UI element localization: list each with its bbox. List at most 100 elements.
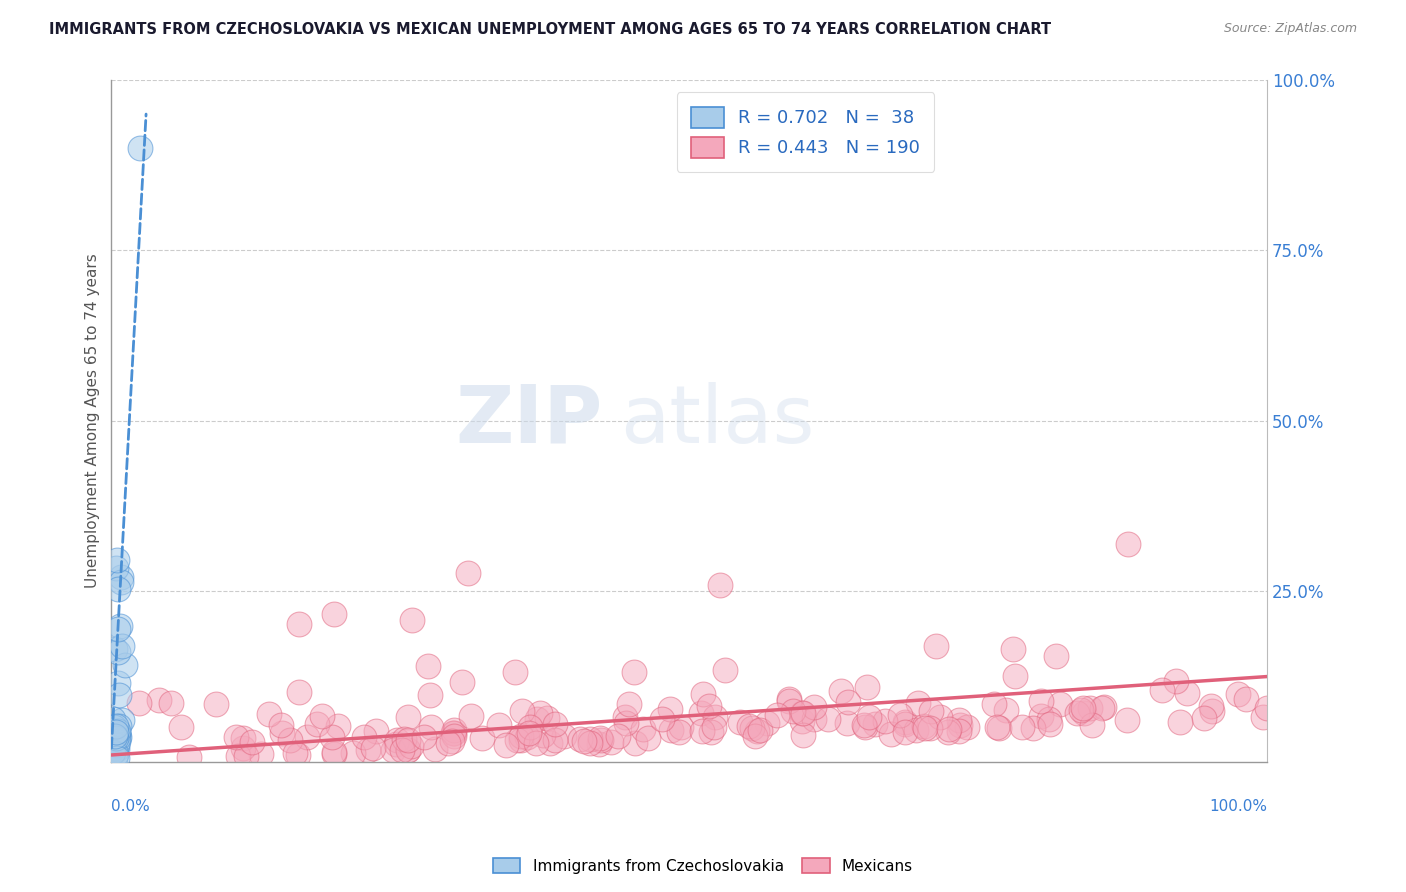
Point: [110, 570, 132, 584]
Point: [128, 696, 150, 710]
Point: [983, 697, 1005, 711]
Point: [856, 680, 879, 694]
Point: [107, 730, 129, 744]
Point: [488, 718, 510, 732]
Point: [104, 729, 127, 743]
Point: [835, 716, 858, 731]
Point: [103, 712, 125, 726]
Point: [1166, 674, 1188, 689]
Point: [105, 738, 128, 752]
Point: [225, 731, 247, 745]
Point: [624, 736, 647, 750]
Point: [690, 724, 713, 739]
Point: [1080, 718, 1102, 732]
Point: [703, 720, 725, 734]
Point: [1091, 701, 1114, 715]
Point: [385, 737, 408, 751]
Point: [107, 727, 129, 741]
Point: [242, 735, 264, 749]
Point: [553, 729, 575, 743]
Text: 100.0%: 100.0%: [1209, 799, 1267, 814]
Text: atlas: atlas: [620, 382, 814, 460]
Point: [1066, 706, 1088, 721]
Point: [1078, 701, 1101, 715]
Point: [858, 709, 880, 723]
Point: [894, 715, 917, 730]
Point: [107, 734, 129, 748]
Point: [519, 720, 541, 734]
Point: [107, 731, 129, 745]
Point: [107, 688, 129, 702]
Point: [271, 725, 294, 739]
Point: [177, 750, 200, 764]
Point: [105, 553, 128, 567]
Point: [697, 698, 720, 713]
Point: [531, 728, 554, 742]
Point: [471, 731, 494, 745]
Point: [305, 716, 328, 731]
Point: [651, 712, 673, 726]
Point: [110, 574, 132, 589]
Point: [880, 727, 903, 741]
Point: [287, 617, 309, 632]
Point: [1199, 698, 1222, 713]
Point: [361, 741, 384, 756]
Point: [416, 659, 439, 673]
Point: [103, 720, 125, 734]
Point: [392, 731, 415, 746]
Point: [287, 747, 309, 762]
Text: Source: ZipAtlas.com: Source: ZipAtlas.com: [1223, 22, 1357, 36]
Point: [529, 706, 551, 721]
Point: [288, 684, 311, 698]
Point: [235, 748, 257, 763]
Point: [1039, 717, 1062, 731]
Point: [536, 711, 558, 725]
Point: [107, 723, 129, 738]
Point: [714, 664, 737, 678]
Point: [526, 712, 548, 726]
Point: [105, 747, 128, 761]
Point: [588, 737, 610, 751]
Point: [1226, 687, 1249, 701]
Y-axis label: Unemployment Among Ages 65 to 74 years: Unemployment Among Ages 65 to 74 years: [86, 253, 100, 588]
Point: [232, 731, 254, 746]
Point: [159, 696, 181, 710]
Point: [631, 722, 654, 736]
Point: [270, 717, 292, 731]
Point: [669, 721, 692, 735]
Point: [544, 733, 567, 747]
Point: [949, 718, 972, 732]
Point: [920, 704, 942, 718]
Point: [232, 740, 254, 755]
Point: [863, 717, 886, 731]
Point: [853, 718, 876, 732]
Point: [830, 684, 852, 698]
Point: [668, 725, 690, 739]
Point: [589, 733, 612, 747]
Point: [419, 720, 441, 734]
Point: [105, 560, 128, 574]
Point: [105, 725, 128, 739]
Point: [396, 743, 419, 757]
Point: [108, 719, 131, 733]
Point: [226, 748, 249, 763]
Point: [1152, 683, 1174, 698]
Point: [918, 721, 941, 735]
Point: [323, 747, 346, 761]
Point: [510, 729, 533, 743]
Point: [690, 706, 713, 721]
Point: [326, 719, 349, 733]
Point: [342, 746, 364, 760]
Point: [204, 698, 226, 712]
Point: [1116, 714, 1139, 728]
Point: [364, 724, 387, 739]
Point: [517, 725, 540, 739]
Point: [104, 727, 127, 741]
Point: [108, 619, 131, 633]
Point: [460, 708, 482, 723]
Point: [451, 674, 474, 689]
Point: [986, 720, 1008, 734]
Point: [778, 691, 800, 706]
Point: [111, 639, 134, 653]
Point: [105, 742, 128, 756]
